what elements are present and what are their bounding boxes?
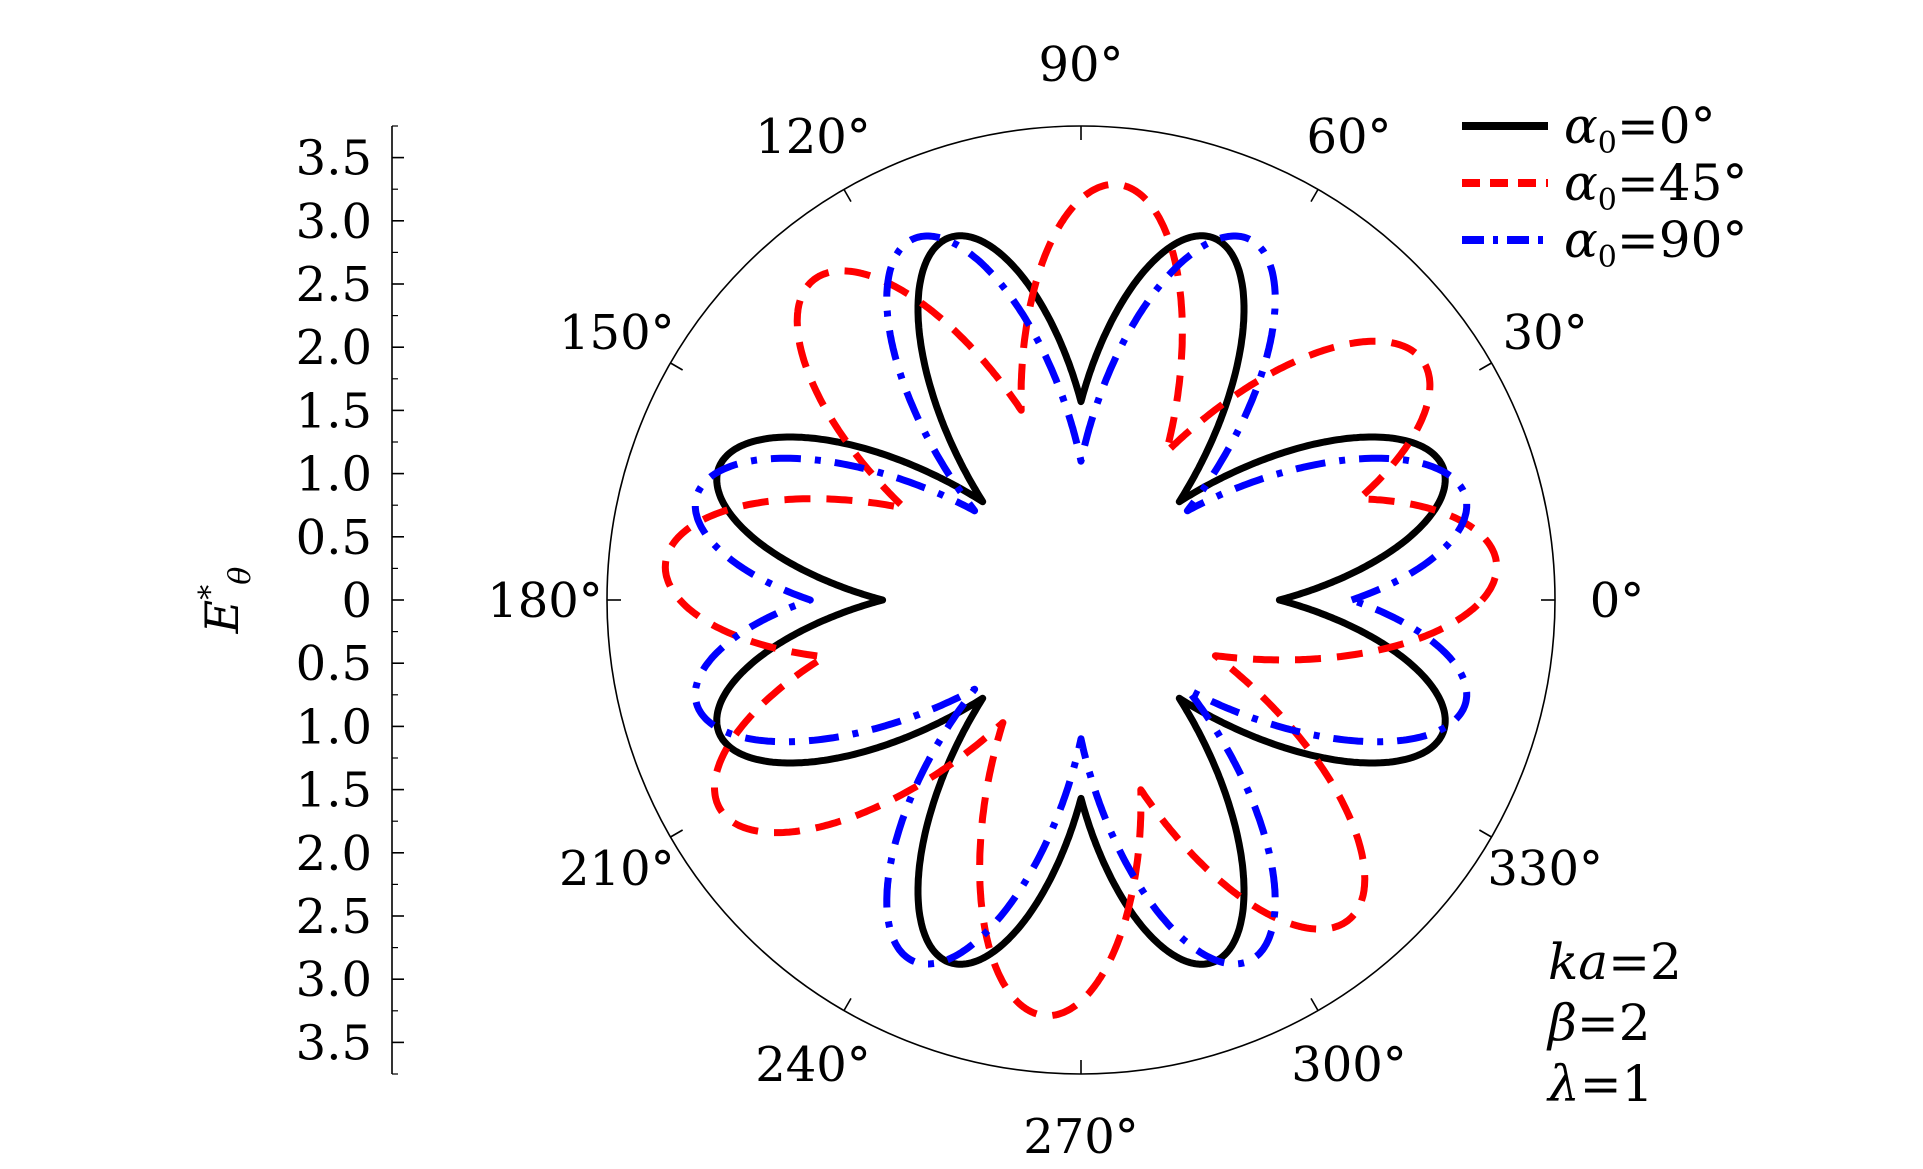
param-beta: β=2 (1546, 994, 1651, 1052)
angle-label: 120° (755, 109, 871, 165)
legend: α0=0°α0=45°α0=90° (1462, 97, 1747, 275)
series-line-1 (661, 180, 1501, 1020)
legend-label-2: α0=90° (1564, 211, 1747, 275)
series-line-2 (691, 232, 1471, 968)
angle-tick (843, 189, 852, 203)
angle-label: 270° (1023, 1109, 1139, 1165)
angle-label: 240° (755, 1037, 871, 1093)
angle-tick (670, 829, 684, 838)
y-tick-label: 2.0 (296, 320, 372, 376)
param-ka: ka=2 (1548, 933, 1682, 991)
legend-label-1: α0=45° (1564, 154, 1747, 218)
legend-label-0: α0=0° (1564, 97, 1716, 161)
angle-tick (843, 997, 852, 1011)
y-tick-label: 1.0 (296, 699, 372, 755)
y-tick-label: 2.5 (296, 257, 372, 313)
y-tick-label: 3.0 (296, 194, 372, 250)
angle-tick (670, 362, 684, 371)
angle-label: 330° (1487, 841, 1603, 897)
y-tick-label: 0.5 (296, 636, 372, 692)
series-layer (661, 180, 1501, 1020)
angle-tick (1478, 829, 1492, 838)
angle-label: 60° (1306, 109, 1391, 165)
series-line-0 (713, 232, 1449, 968)
y-tick-label: 3.5 (296, 131, 372, 187)
y-tick-label: 2.0 (296, 826, 372, 882)
y-tick-label: 0.5 (296, 510, 372, 566)
y-axis-label: E*θ (193, 567, 258, 635)
y-tick-label: 3.5 (296, 1015, 372, 1071)
angle-label: 300° (1291, 1037, 1407, 1093)
y-tick-label: 1.0 (296, 447, 372, 503)
angle-label: 180° (487, 573, 603, 629)
radial-scale-axis: 3.5 3.0 2.5 2.0 1.5 1.0 0.5 0 0.5 1.0 1.5 2.0 2.5 3.0… (296, 125, 404, 1075)
parameter-annotation: ka=2 β=2 λ=1 (1546, 933, 1682, 1113)
y-tick-label: 1.5 (296, 383, 372, 439)
y-tick-label: 0 (341, 573, 372, 629)
angle-labels: 0° 30° 60° 90° 120° 150° 180° 210° 240° 270° 300° 3… (487, 37, 1644, 1165)
y-tick-label: 1.5 (296, 763, 372, 819)
angle-tick (1478, 362, 1492, 371)
y-tick-label: 3.0 (296, 952, 372, 1008)
angle-label: 150° (559, 305, 675, 361)
angle-label: 90° (1038, 37, 1123, 93)
angle-label: 210° (559, 841, 675, 897)
angle-label: 30° (1503, 305, 1588, 361)
angle-label: 0° (1590, 573, 1645, 629)
polar-outer-circle (606, 125, 1556, 1075)
param-lambda: λ=1 (1546, 1055, 1653, 1113)
angle-tick (1310, 997, 1319, 1011)
angle-tick (1310, 189, 1319, 203)
y-tick-label: 2.5 (296, 889, 372, 945)
angle-ticks (607, 126, 1555, 1074)
